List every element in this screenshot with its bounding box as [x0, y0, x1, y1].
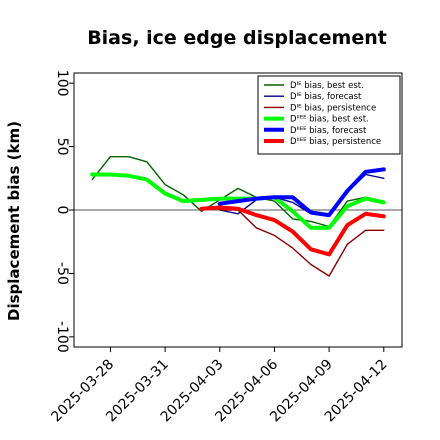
legend-label: Dᴵᴱ bias, forecast [290, 92, 362, 102]
y-tick-label: 0 [54, 206, 70, 215]
legend-label: Dᴵᴵᴱᴱ bias, persistence [290, 137, 381, 147]
y-tick-label: 100 [54, 70, 70, 97]
legend-label: Dᴵᴱ bias, best est. [290, 81, 364, 91]
y-tick-label: 50 [54, 138, 70, 156]
legend-label: Dᴵᴱ bias, persistence [290, 103, 376, 113]
series-line-4 [90, 172, 386, 230]
series-line-6 [199, 205, 386, 257]
series-line-3 [219, 209, 385, 277]
legend-label: Dᴵᴵᴱᴱ bias, forecast [290, 126, 367, 136]
y-tick-label: -50 [54, 262, 70, 285]
y-tick-label: -100 [54, 321, 70, 353]
series-line-5 [217, 167, 386, 218]
y-axis-label: Displacement bias (km) [5, 121, 23, 321]
legend-label: Dᴵᴵᴱᴱ bias, best est. [290, 115, 369, 125]
chart-title: Bias, ice edge displacement [87, 27, 387, 49]
